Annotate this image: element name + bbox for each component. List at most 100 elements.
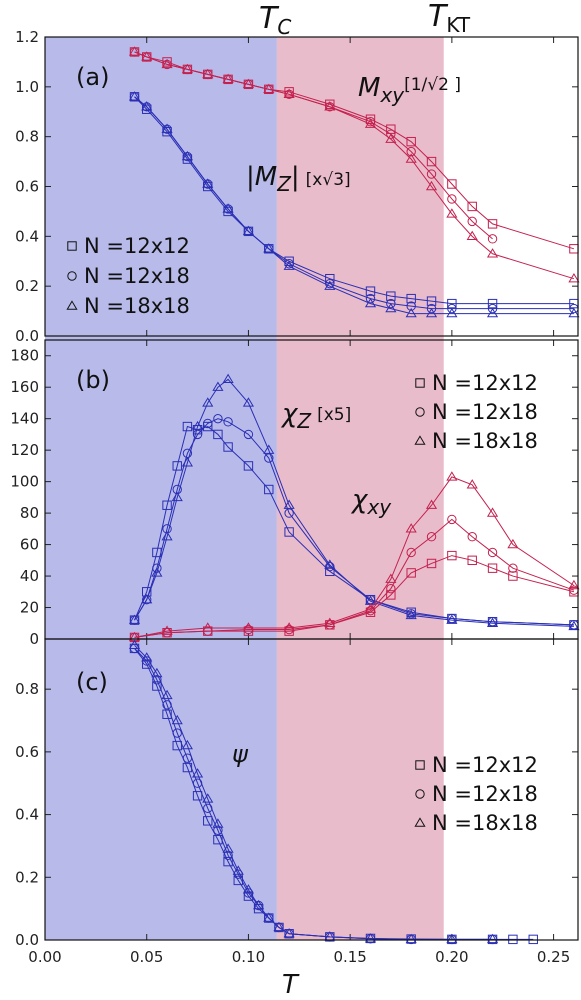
data-point-0-5-6	[242, 225, 255, 236]
data-point-1-2-6	[191, 420, 204, 431]
legend-marker-1-2	[414, 435, 426, 445]
data-point-0-3-9	[325, 273, 335, 284]
legend-marker-2-1	[415, 789, 425, 799]
data-point-1-2-8	[212, 381, 224, 391]
data-point-0-0-2	[162, 57, 172, 67]
data-point-2-2-7	[202, 793, 214, 803]
psi-label: ψ	[232, 740, 249, 768]
data-point-0-4-14	[447, 303, 457, 314]
phase-regions	[45, 37, 444, 940]
data-point-0-1-10	[365, 117, 376, 127]
legend-marker-2-0	[415, 760, 425, 770]
data-point-2-0-7	[203, 816, 213, 826]
data-point-2-2-4	[171, 714, 183, 725]
tkt-label: TKT	[428, 0, 471, 37]
y-tick-label-1-2: 40	[20, 567, 39, 585]
legend-a-entry-3: N =18x18	[84, 294, 190, 318]
data-point-1-2-0	[128, 614, 141, 624]
y-tick-label-1-4: 80	[20, 504, 39, 522]
data-point-1-3-11	[467, 555, 477, 566]
data-point-0-3-10	[365, 286, 376, 296]
data-point-2-2-10	[232, 865, 244, 875]
data-point-0-2-14	[446, 208, 458, 218]
legend-c-entry-1: N =12x12	[432, 753, 538, 777]
data-point-0-2-1	[141, 51, 153, 61]
y-tick-label-1-5: 100	[10, 473, 39, 491]
data-point-2-2-5	[181, 739, 193, 750]
x-axis: 0.00 0.05 0.10 0.15 0.20 0.25	[28, 948, 570, 966]
x-tick-label-1: 0.05	[130, 948, 163, 966]
x-axis-title: T	[282, 970, 300, 1000]
legend-b-entry-1: N =12x12	[432, 371, 538, 395]
data-point-1-5-9	[425, 499, 438, 509]
data-point-1-0-12	[284, 527, 294, 537]
y-tick-label-2-0: 0.0	[15, 931, 39, 949]
data-point-1-1-8	[213, 413, 223, 424]
data-point-1-1-9	[223, 417, 233, 427]
data-point-2-0-4	[172, 740, 182, 751]
data-point-1-5-14	[568, 579, 580, 590]
legend-marker-1-0	[415, 378, 425, 388]
data-point-2-0-21	[508, 934, 518, 945]
data-point-1-4-13	[508, 563, 518, 573]
data-point-0-2-0	[128, 46, 141, 56]
data-point-2-1-8	[213, 825, 223, 835]
legend-marker-0-1	[67, 271, 77, 281]
data-point-0-0-14	[447, 179, 457, 189]
data-point-1-3-8	[406, 568, 416, 578]
data-point-2-2-17	[364, 933, 377, 943]
data-point-0-1-12	[406, 146, 416, 157]
data-point-1-5-12	[486, 507, 499, 517]
data-point-1-3-9	[426, 558, 437, 569]
data-point-1-2-12	[283, 499, 295, 509]
series-line-0-2	[134, 51, 575, 280]
data-point-2-0-6	[192, 791, 203, 801]
mxy-label: Mxy[1/√2 ]	[358, 73, 461, 107]
data-point-1-3-12	[487, 563, 498, 573]
y-tick-label-2-3: 0.6	[15, 743, 39, 761]
data-point-0-3-12	[406, 293, 416, 304]
data-point-0-2-11	[385, 133, 397, 143]
data-point-0-4-8	[284, 259, 294, 269]
y-tick-label-2-1: 0.2	[15, 868, 39, 886]
data-point-2-2-9	[222, 843, 234, 853]
data-point-0-2-2	[161, 58, 173, 69]
panel-frame-2	[44, 638, 579, 941]
panel-b: 0 20 40 60 80 100 120 140 160 180	[10, 340, 580, 648]
y-tick-label-1-1: 20	[20, 599, 39, 617]
y-tick-label-0-0: 0.0	[15, 327, 39, 345]
legend-b: N =12x12 N =12x18 N =18x18	[414, 371, 538, 453]
y-tick-label-1-9: 180	[10, 347, 39, 365]
data-point-0-2-5	[222, 73, 234, 84]
data-point-1-2-2	[151, 567, 163, 577]
data-point-1-2-7	[202, 397, 214, 407]
data-point-0-5-14	[446, 307, 458, 318]
data-point-0-0-12	[406, 136, 416, 147]
legend-b-entry-3: N =18x18	[432, 429, 538, 453]
data-point-2-2-20	[486, 933, 499, 944]
data-point-0-5-0	[128, 91, 141, 101]
data-point-0-2-10	[364, 118, 377, 128]
data-point-0-5-8	[283, 260, 295, 270]
data-point-0-1-15	[467, 216, 477, 227]
data-point-1-5-10	[446, 471, 458, 481]
data-point-1-2-10	[242, 397, 255, 407]
data-point-0-2-16	[486, 248, 499, 258]
data-point-1-4-8	[406, 547, 416, 558]
data-point-2-2-3	[161, 689, 173, 700]
data-point-1-4-12	[487, 547, 498, 558]
data-point-1-3-7	[386, 590, 396, 600]
data-point-2-0-2	[152, 681, 162, 691]
data-point-1-2-3	[161, 531, 173, 541]
data-point-0-5-13	[425, 307, 438, 318]
data-point-0-2-13	[425, 180, 438, 191]
data-point-1-5-1	[161, 625, 173, 635]
data-point-1-5-5	[324, 617, 336, 627]
data-point-0-1-13	[426, 169, 437, 179]
data-point-1-0-7	[203, 421, 213, 432]
data-point-2-2-12	[253, 899, 265, 910]
data-point-1-5-6	[364, 603, 377, 613]
data-point-1-5-8	[405, 523, 417, 533]
data-point-1-0-11	[264, 484, 274, 495]
